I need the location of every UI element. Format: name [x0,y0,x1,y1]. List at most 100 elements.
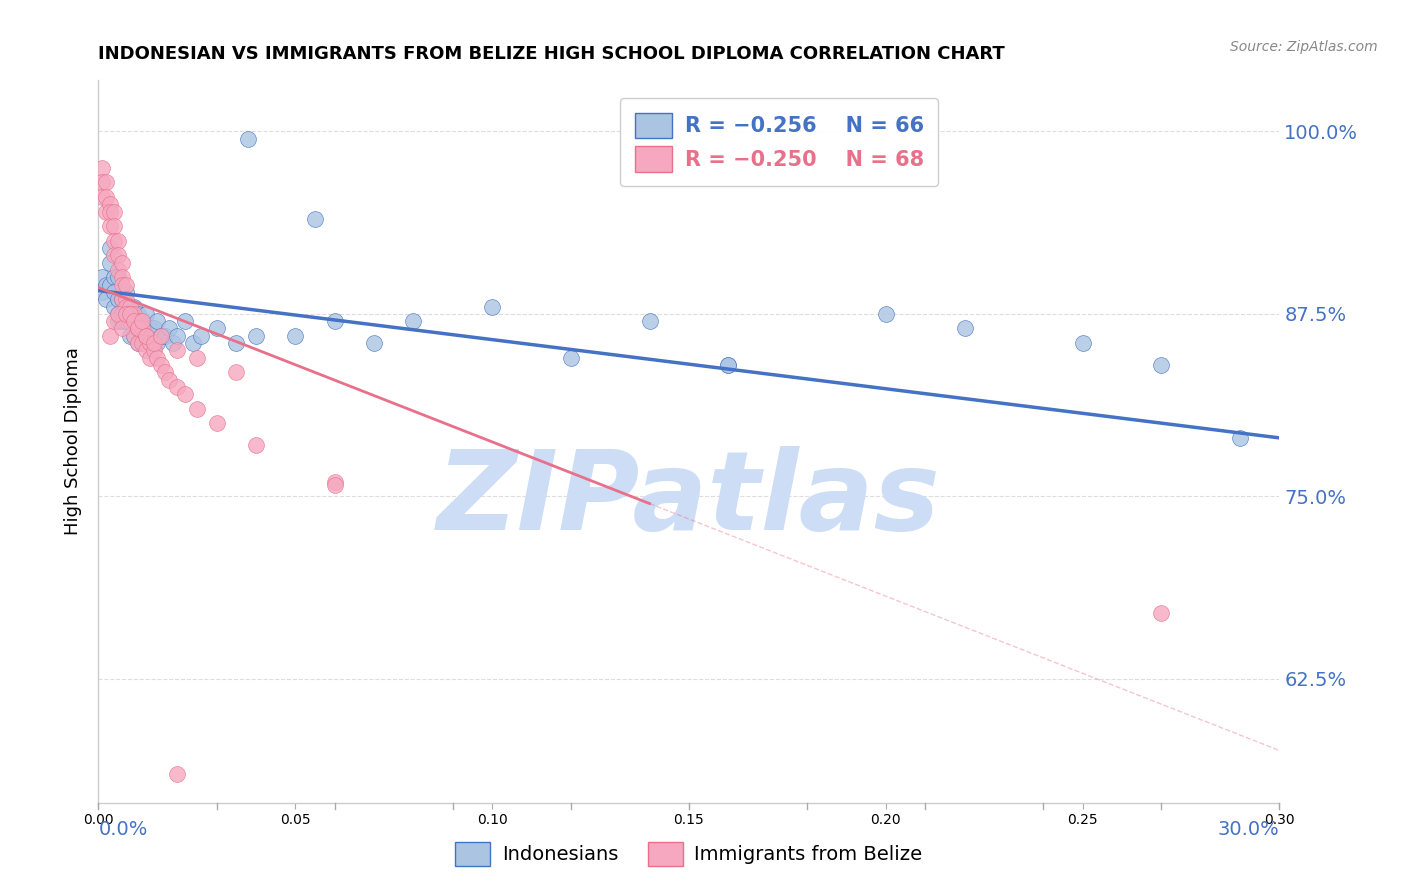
Point [142,336,165,351]
Point [138,351,160,365]
Point [146,314,169,328]
Point [115,292,138,306]
Point [103,219,125,234]
Point [111,321,134,335]
Point [122,328,145,343]
Point [127,321,149,335]
Point [142,321,165,335]
Point [135,328,157,343]
Point [103,314,125,328]
Point [150,328,173,343]
Point [717,358,740,372]
Point [875,307,897,321]
Point [166,766,188,780]
Point [304,211,326,226]
Point [96,277,118,292]
Point [174,314,197,328]
Point [118,328,141,343]
Point [96,204,118,219]
Point [122,328,145,343]
Point [118,314,141,328]
Point [402,314,425,328]
Point [103,300,125,314]
Point [186,351,208,365]
Point [1150,606,1173,620]
Point [111,307,134,321]
Point [181,336,204,351]
Point [98,277,121,292]
Point [131,321,153,335]
Point [98,328,121,343]
Point [103,204,125,219]
Point [91,270,114,285]
Text: INDONESIAN VS IMMIGRANTS FROM BELIZE HIGH SCHOOL DIPLOMA CORRELATION CHART: INDONESIAN VS IMMIGRANTS FROM BELIZE HIG… [98,45,1005,63]
Point [155,328,177,343]
Point [107,234,129,248]
Point [131,314,153,328]
Point [91,176,114,190]
Point [107,248,129,262]
Point [323,314,346,328]
Point [146,336,169,351]
Point [560,351,582,365]
Point [91,285,114,299]
Point [717,358,740,372]
Point [323,475,346,489]
Point [135,328,157,343]
Point [1071,336,1094,351]
Point [150,358,173,372]
Point [115,307,138,321]
Point [190,328,212,343]
Legend: Indonesians, Immigrants from Belize: Indonesians, Immigrants from Belize [447,834,931,873]
Point [127,321,149,335]
Point [118,300,141,314]
Point [96,292,118,306]
Point [127,336,149,351]
Point [157,372,180,386]
Point [245,438,267,452]
Point [98,197,121,211]
Point [166,328,188,343]
Point [138,336,160,351]
Point [91,190,114,204]
Point [115,277,138,292]
Point [131,328,153,343]
Point [638,314,661,328]
Point [122,307,145,321]
Point [107,307,129,321]
Point [118,314,141,328]
Text: 0.0%: 0.0% [98,821,148,839]
Point [135,307,157,321]
Point [323,477,346,491]
Point [146,351,169,365]
Point [96,190,118,204]
Point [225,336,247,351]
Point [115,300,138,314]
Point [1229,431,1251,445]
Point [166,380,188,394]
Point [166,343,188,358]
Point [150,328,173,343]
Point [142,343,165,358]
Point [103,270,125,285]
Point [481,300,503,314]
Point [953,321,976,335]
Point [96,176,118,190]
Point [122,314,145,328]
Point [363,336,385,351]
Point [245,328,267,343]
Point [157,321,180,335]
Point [107,263,129,277]
Point [98,241,121,255]
Point [138,336,160,351]
Point [205,417,228,431]
Point [1150,358,1173,372]
Point [107,314,129,328]
Point [115,314,138,328]
Point [135,343,157,358]
Point [118,300,141,314]
Point [111,256,134,270]
Point [98,219,121,234]
Point [107,292,129,306]
Point [127,307,149,321]
